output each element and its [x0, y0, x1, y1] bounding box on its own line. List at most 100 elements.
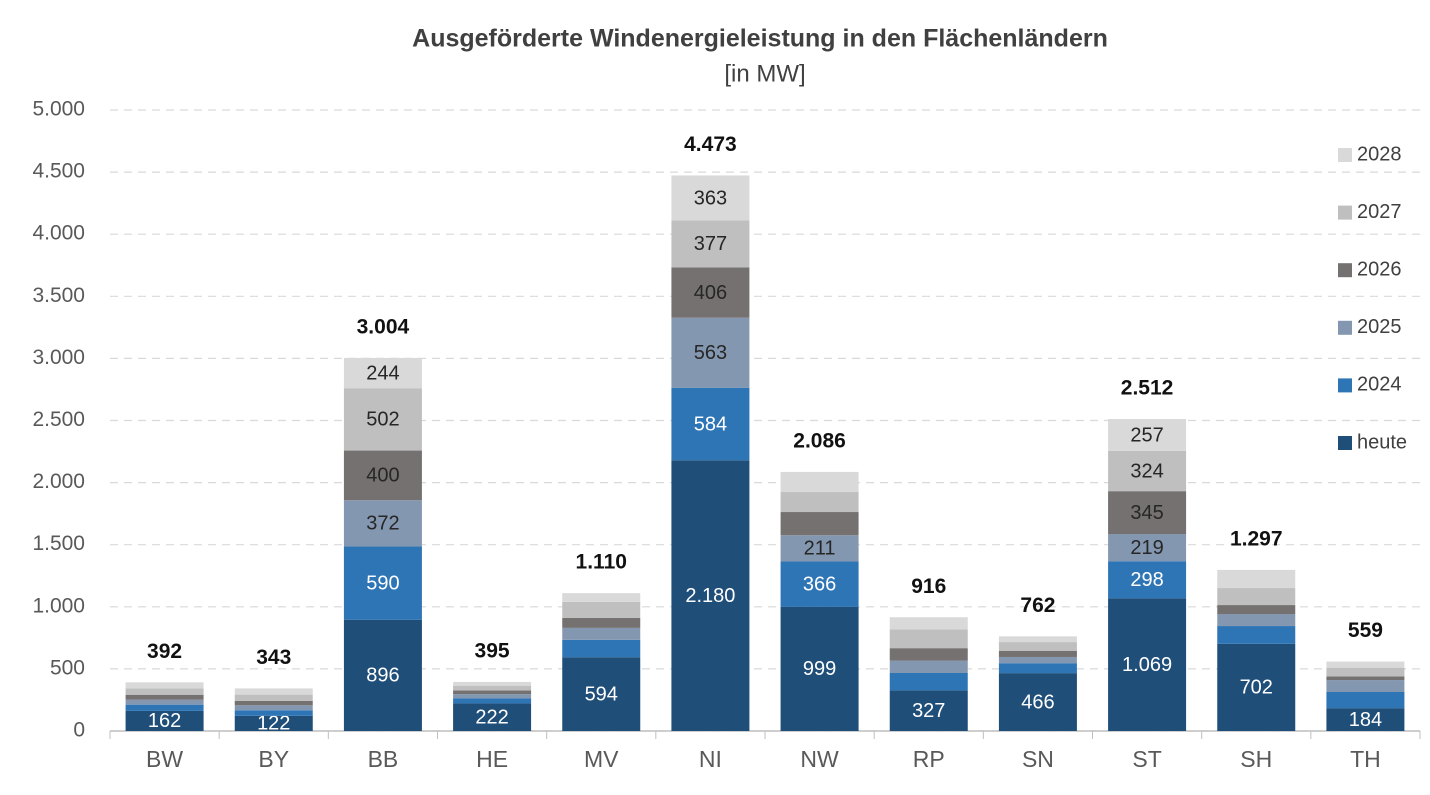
y-tick-label: 3.000 [32, 346, 85, 369]
bar-segment [671, 460, 750, 731]
bar-segment [562, 601, 641, 618]
bar-segment [1108, 534, 1187, 562]
bar-segment [780, 561, 859, 607]
total-label: 916 [911, 575, 946, 598]
bar-segment [671, 267, 750, 318]
data-label: 377 [694, 233, 727, 255]
data-label: 162 [148, 710, 181, 732]
bar-segment [671, 317, 750, 388]
bar-segment [234, 715, 313, 731]
bar-segment [889, 690, 968, 731]
legend-swatch [1338, 263, 1352, 278]
bar-segment [780, 512, 859, 536]
y-tick-label: 2.500 [32, 408, 85, 431]
bar-segment [343, 619, 422, 731]
y-tick-label: 5.000 [32, 98, 85, 121]
bar-segment [889, 629, 968, 649]
y-tick-label: 4.000 [32, 222, 85, 245]
bar-segment [1108, 561, 1187, 599]
total-label: 392 [147, 640, 182, 663]
legend-label: 2026 [1357, 258, 1402, 280]
bar-segment [343, 500, 422, 547]
bar-segment [453, 685, 532, 691]
data-label: 702 [1240, 677, 1273, 699]
bar-segment [1217, 614, 1296, 627]
bar-segment [453, 694, 532, 699]
bar-segment [671, 387, 750, 461]
data-label: 406 [694, 282, 727, 304]
bar-segment [780, 492, 859, 513]
bar-segment [1108, 491, 1187, 535]
total-label: 4.473 [684, 133, 737, 156]
data-label: 999 [803, 658, 836, 680]
total-label: 343 [256, 646, 291, 669]
total-label: 762 [1020, 594, 1055, 617]
x-tick-label: BW [146, 746, 183, 772]
data-label: 563 [694, 342, 727, 364]
data-label: 219 [1130, 537, 1163, 559]
bar-segment [998, 663, 1077, 674]
bar-segment [125, 694, 204, 700]
bar-segment [234, 700, 313, 706]
bar-segment [453, 690, 532, 695]
bar-segment [125, 699, 204, 705]
x-tick-label: NW [800, 746, 839, 772]
legend-swatch [1338, 436, 1352, 450]
bar-segment [780, 471, 859, 493]
data-label: 366 [803, 573, 836, 595]
total-label: 1.110 [576, 551, 627, 574]
data-label: 2.180 [685, 585, 735, 607]
data-label: 244 [366, 362, 399, 384]
legend-swatch [1338, 320, 1352, 335]
bar-segment [1217, 588, 1296, 606]
bar-segment [1326, 667, 1405, 677]
x-tick-label: BY [258, 746, 289, 772]
total-label: 3.004 [357, 315, 410, 338]
data-label: 400 [366, 465, 399, 487]
bar-segment [1326, 680, 1405, 693]
x-tick-label: HE [476, 746, 508, 772]
bar-segment [671, 220, 750, 268]
x-tick-label: RP [913, 746, 945, 772]
y-tick-label: 1.500 [32, 532, 85, 555]
bar-segment [1108, 598, 1187, 731]
x-tick-label: TH [1350, 746, 1381, 772]
legend-label: 2024 [1357, 374, 1402, 396]
bar-segment [343, 388, 422, 451]
bar-segment [1217, 605, 1296, 615]
data-label: 257 [1130, 424, 1163, 446]
bar-segment [1108, 450, 1187, 492]
data-label: 363 [694, 187, 727, 209]
y-tick-label: 0 [73, 719, 85, 742]
bar-segment [889, 617, 968, 630]
bar-segment [562, 657, 641, 731]
legend-label: 2027 [1357, 201, 1402, 223]
bar-segment [998, 673, 1077, 731]
y-tick-label: 4.500 [32, 160, 85, 183]
bar-segment [562, 639, 641, 658]
bar-segment [671, 175, 750, 221]
bar-segment [998, 636, 1077, 643]
data-label: 502 [366, 409, 399, 431]
bar-segment [453, 703, 532, 731]
x-tick-label: SH [1240, 746, 1272, 772]
y-tick-label: 3.500 [32, 284, 85, 307]
bar-segment [889, 660, 968, 673]
bar-segment [1326, 661, 1405, 668]
bar-segment [125, 704, 204, 711]
data-label: 298 [1130, 569, 1163, 591]
bar-segment [125, 688, 204, 695]
data-label: 590 [366, 572, 399, 594]
bar-segment [1217, 643, 1296, 731]
x-tick-label: SN [1022, 746, 1054, 772]
bar-segment [343, 546, 422, 620]
bar-segment [1326, 676, 1405, 681]
legend-swatch [1338, 205, 1352, 220]
bar-segment [125, 710, 204, 731]
total-label: 559 [1348, 619, 1383, 642]
data-label: 584 [694, 413, 727, 435]
total-label: 395 [475, 639, 510, 662]
legend-label: 2025 [1357, 316, 1402, 338]
x-tick-label: MV [584, 746, 619, 772]
data-label: 594 [585, 683, 618, 705]
